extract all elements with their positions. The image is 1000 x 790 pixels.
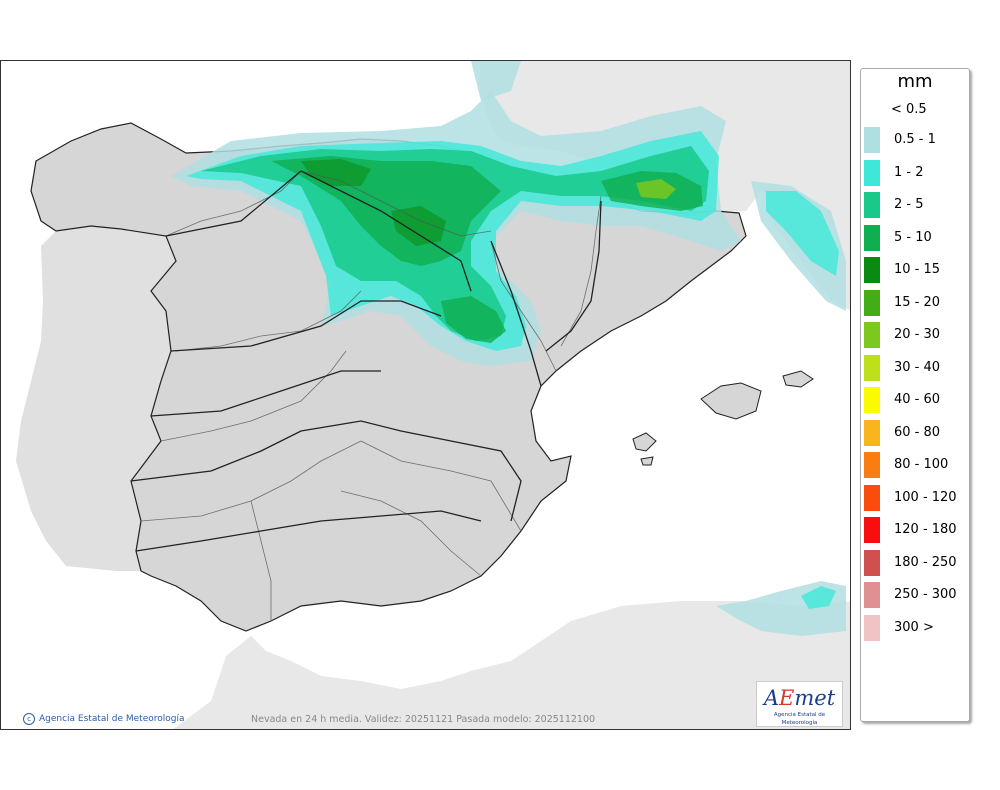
snow-field-0.5-1-nw bbox=[471, 61, 521, 101]
snow-field-1-2-corsica bbox=[766, 191, 839, 276]
legend-label: 80 - 100 bbox=[894, 457, 949, 472]
legend-swatch bbox=[864, 289, 880, 316]
legend-swatch bbox=[864, 582, 880, 608]
menorca-island bbox=[782, 370, 814, 388]
legend-row: 40 - 60 bbox=[864, 387, 968, 413]
aemet-logo: AEmet Agencia Estatal de Meteorología bbox=[756, 681, 843, 727]
portugal-landmass bbox=[16, 226, 176, 571]
legend-swatch bbox=[864, 517, 880, 543]
formentera-island bbox=[640, 456, 654, 466]
legend-swatch bbox=[864, 159, 880, 186]
legend: mm < 0.5 0.5 - 1 1 - 2 2 - 5 5 - 10 10 - 15 1… bbox=[860, 68, 970, 722]
legend-label: 250 - 300 bbox=[894, 587, 957, 602]
snowfall-fields bbox=[171, 61, 846, 636]
legend-label: 0.5 - 1 bbox=[894, 132, 936, 147]
legend-label: 15 - 20 bbox=[894, 294, 941, 310]
legend-row: 20 - 30 bbox=[864, 322, 968, 348]
legend-row: 1 - 2 bbox=[864, 159, 968, 186]
legend-swatch bbox=[864, 322, 880, 348]
model-caption: Nevada en 24 h media. Validez: 20251121 … bbox=[251, 714, 596, 725]
legend-swatch bbox=[864, 257, 880, 283]
mallorca-island bbox=[700, 382, 762, 420]
region-boundaries bbox=[140, 170, 602, 621]
legend-row: 120 - 180 bbox=[864, 517, 968, 543]
legend-swatch bbox=[864, 419, 880, 446]
legend-swatch bbox=[864, 354, 880, 381]
legend-label: 300 > bbox=[894, 619, 934, 635]
agency-credit: c Agencia Estatal de Meteorología bbox=[23, 713, 185, 725]
map-panel: c Agencia Estatal de Meteorología Nevada … bbox=[0, 60, 851, 730]
legend-row: 250 - 300 bbox=[864, 582, 968, 608]
legend-swatch bbox=[864, 224, 880, 251]
community-boundaries bbox=[130, 170, 602, 552]
legend-unit: mm bbox=[897, 71, 933, 92]
legend-lowest-label: < 0.5 bbox=[891, 102, 927, 117]
snow-field-1-2-algeria bbox=[801, 586, 836, 609]
legend-row: 0.5 - 1 bbox=[864, 127, 968, 153]
agency-credit-text: Agencia Estatal de Meteorología bbox=[39, 714, 185, 724]
snow-field-5-10-iberian bbox=[441, 296, 506, 343]
aemet-wordmark: AEmet bbox=[763, 686, 836, 710]
legend-label: 2 - 5 bbox=[894, 197, 924, 212]
legend-label: 100 - 120 bbox=[894, 489, 957, 505]
legend-swatch bbox=[864, 192, 880, 218]
legend-label: 20 - 30 bbox=[894, 327, 941, 342]
ibiza-island bbox=[632, 432, 657, 452]
legend-label: 10 - 15 bbox=[894, 262, 941, 277]
legend-row: 5 - 10 bbox=[864, 224, 968, 251]
legend-row: 30 - 40 bbox=[864, 354, 968, 381]
legend-label: 1 - 2 bbox=[894, 164, 924, 180]
legend-row: 15 - 20 bbox=[864, 289, 968, 316]
legend-swatch bbox=[864, 484, 880, 511]
legend-row: 60 - 80 bbox=[864, 419, 968, 446]
copyright-icon: c bbox=[23, 713, 35, 725]
north-africa-landmass bbox=[173, 601, 850, 729]
legend-label: 180 - 250 bbox=[894, 554, 957, 570]
snow-field-10-15-b bbox=[391, 206, 446, 246]
legend-label: 40 - 60 bbox=[894, 392, 941, 407]
legend-swatch bbox=[864, 549, 880, 576]
legend-row: 180 - 250 bbox=[864, 549, 968, 576]
legend-row: 300 > bbox=[864, 614, 968, 641]
legend-swatch bbox=[864, 614, 880, 641]
legend-swatch bbox=[864, 127, 880, 153]
legend-row: 80 - 100 bbox=[864, 452, 968, 478]
legend-row: 100 - 120 bbox=[864, 484, 968, 511]
legend-label: 120 - 180 bbox=[894, 522, 957, 537]
legend-row: 2 - 5 bbox=[864, 192, 968, 218]
legend-row: 10 - 15 bbox=[864, 257, 968, 283]
legend-label: 60 - 80 bbox=[894, 424, 941, 440]
snowfall-map bbox=[1, 61, 850, 729]
legend-swatch bbox=[864, 387, 880, 413]
legend-label: 30 - 40 bbox=[894, 359, 941, 375]
legend-label: 5 - 10 bbox=[894, 229, 932, 245]
aemet-logo-subtitle: Agencia Estatal de Meteorología bbox=[773, 712, 826, 726]
legend-swatch bbox=[864, 452, 880, 478]
snow-field-20-30 bbox=[636, 179, 676, 199]
